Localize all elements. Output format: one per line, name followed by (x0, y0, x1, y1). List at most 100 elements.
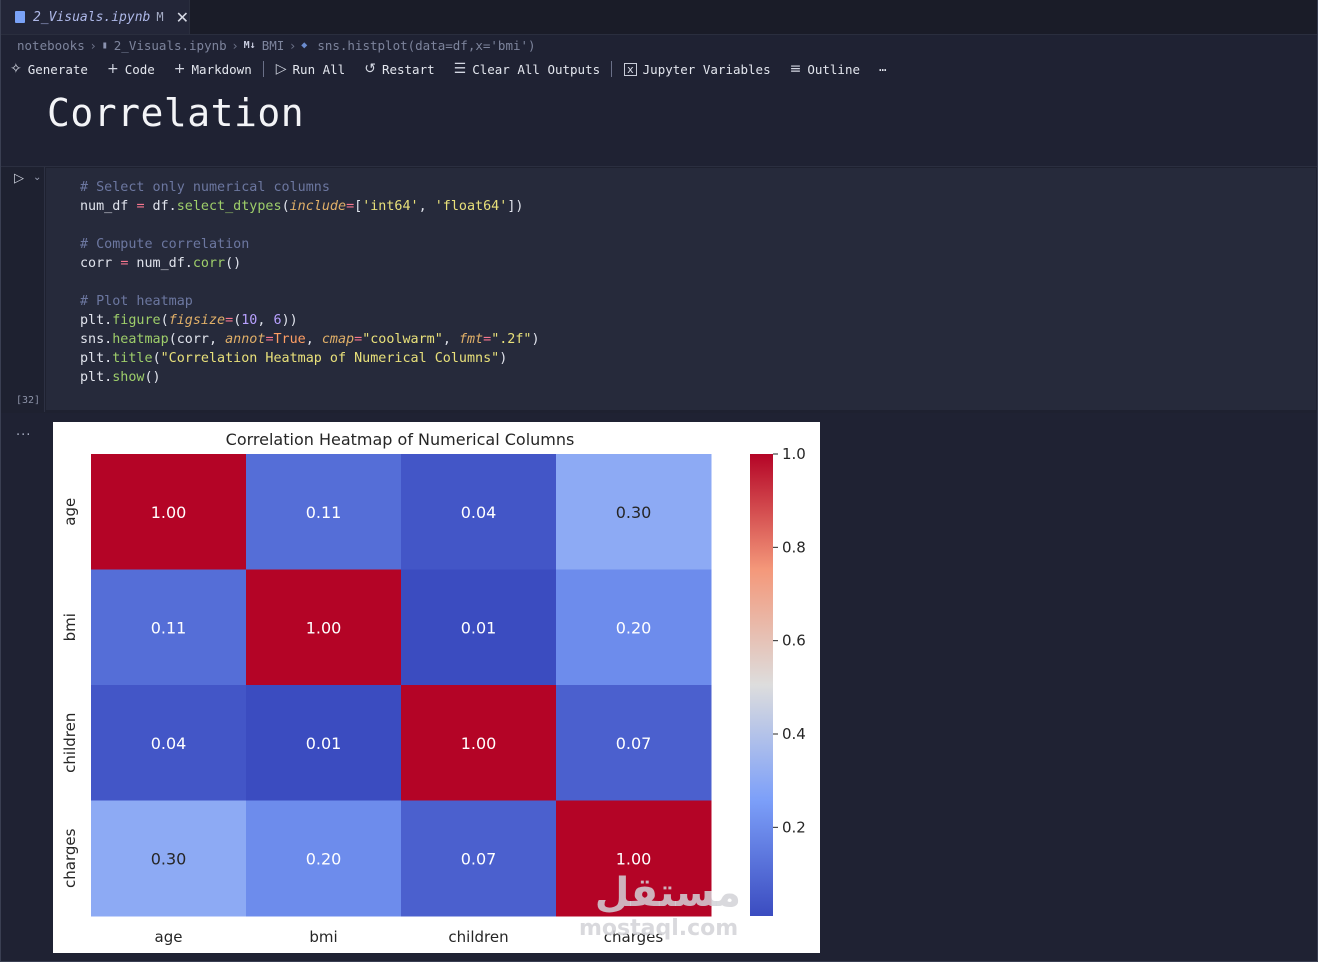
variables-label: Jupyter Variables (642, 61, 771, 77)
clear-outputs-label: Clear All Outputs (472, 61, 601, 77)
x-tick-label: bmi (309, 928, 337, 946)
list-icon: ≡ (789, 61, 802, 77)
heatmap-figure: Correlation Heatmap of Numerical Columns… (53, 422, 820, 953)
cell-value-label: 0.07 (616, 734, 652, 753)
breadcrumb-notebooks[interactable]: notebooks (17, 37, 85, 53)
heatmap-cell (91, 685, 247, 801)
breadcrumb-cell[interactable]: sns.histplot(data=df,x='bmi') (317, 37, 536, 53)
modified-indicator: M (156, 10, 164, 24)
more-actions-button[interactable]: ⋯ (869, 58, 896, 80)
markdown-label: Markdown (191, 61, 252, 77)
add-markdown-button[interactable]: + Markdown (164, 58, 261, 80)
tab-bar: 2_Visuals.ipynb M ✕ (1, 0, 1317, 35)
run-cell-icon[interactable]: ▷ (14, 171, 24, 186)
more-icon: ⋯ (879, 61, 887, 77)
heatmap-cell (246, 569, 402, 686)
tab-notebook[interactable]: 2_Visuals.ipynb M ✕ (1, 0, 190, 34)
code-editor[interactable] (46, 168, 1316, 410)
colorbar-tick-label: 1.0 (782, 445, 806, 463)
cell-gutter-divider (44, 167, 45, 412)
markdown-cell[interactable]: Correlation (1, 83, 1317, 163)
clear-outputs-button[interactable]: ☰ Clear All Outputs (444, 58, 610, 80)
execution-count: [32] (16, 395, 41, 406)
outline-label: Outline (807, 61, 861, 77)
cell-value-label: 1.00 (461, 734, 497, 753)
generate-button[interactable]: ✧ Generate (0, 58, 97, 80)
markdown-icon: M↓ (243, 39, 256, 51)
cell-value-label: 0.30 (151, 849, 187, 868)
code-content[interactable]: # Select only numerical columns num_df =… (80, 178, 540, 387)
code-line-8: plt.figure(figsize=(10, 6)) (80, 313, 298, 328)
heatmap-cell (401, 454, 557, 570)
code-line-11: plt.show() (80, 370, 161, 385)
cell-value-label: 0.20 (616, 618, 652, 637)
heatmap-cell (401, 800, 557, 917)
chevron-right-icon: › (232, 37, 238, 53)
colorbar-tick-label: 0.6 (782, 632, 806, 650)
run-all-button[interactable]: ▷ Run All (266, 58, 354, 80)
plus-icon: + (173, 61, 186, 77)
toolbar-divider (611, 61, 613, 77)
file-icon (15, 11, 25, 23)
colorbar-tick-label: 0.4 (782, 725, 806, 743)
heatmap-cell (556, 685, 712, 801)
markdown-heading: Correlation (47, 91, 305, 135)
output-actions-button[interactable]: ... (16, 424, 32, 439)
chevron-down-icon[interactable]: ⌄ (33, 172, 42, 183)
code-line-5: corr = num_df.corr() (80, 256, 242, 271)
y-tick-label: charges (61, 828, 79, 888)
breadcrumb: notebooks › ▮ 2_Visuals.ipynb › M↓ BMI ›… (17, 36, 536, 54)
heatmap-chart: Correlation Heatmap of Numerical Columns… (61, 430, 806, 946)
python-icon: ◆ (301, 39, 308, 51)
heatmap-cell (91, 569, 247, 686)
breadcrumb-section[interactable]: BMI (261, 37, 285, 53)
notebook-toolbar: ✧ Generate + Code + Markdown ▷ Run All ↺… (0, 57, 896, 81)
colorbar-tick-label: 0.2 (782, 818, 806, 836)
cell-value-label: 1.00 (151, 503, 187, 522)
plus-icon: + (106, 61, 119, 77)
y-tick-label: bmi (61, 613, 79, 641)
code-line-9: sns.heatmap(corr, annot=True, cmap="cool… (80, 332, 540, 347)
outline-button[interactable]: ≡ Outline (780, 58, 869, 80)
code-line-4: # Compute correlation (80, 237, 250, 252)
cell-value-label: 0.01 (306, 734, 342, 753)
add-code-button[interactable]: + Code (97, 58, 164, 80)
code-line-2: num_df = df.select_dtypes(include=['int6… (80, 199, 524, 214)
cell-value-label: 0.30 (616, 503, 652, 522)
run-all-label: Run All (292, 61, 346, 77)
restart-icon: ↺ (364, 61, 376, 77)
y-tick-label: children (61, 713, 79, 773)
cell-value-label: 0.04 (461, 503, 497, 522)
heatmap-cell (401, 685, 557, 801)
y-tick-label: age (61, 498, 79, 526)
variables-button[interactable]: x Jupyter Variables (614, 58, 779, 80)
colorbar-tick-label: 0.8 (782, 538, 806, 556)
heatmap-cell (91, 800, 247, 917)
notebook-file-icon: ▮ (101, 39, 108, 51)
x-tick-label: charges (604, 928, 664, 946)
restart-label: Restart (381, 61, 435, 77)
restart-button[interactable]: ↺ Restart (354, 58, 443, 80)
tab-label: 2_Visuals.ipynb (32, 9, 151, 25)
heatmap-cell (556, 800, 712, 917)
heatmap-cell (246, 800, 402, 917)
x-tick-label: age (155, 928, 183, 946)
code-line-10: plt.title("Correlation Heatmap of Numeri… (80, 351, 508, 366)
toolbar-divider (262, 61, 264, 77)
cell-value-label: 0.11 (151, 618, 187, 637)
chevron-right-icon: › (290, 37, 296, 53)
breadcrumb-file[interactable]: 2_Visuals.ipynb (113, 37, 227, 53)
cell-value-label: 0.01 (461, 618, 497, 637)
clear-all-icon: ☰ (453, 61, 467, 77)
cell-value-label: 1.00 (616, 849, 652, 868)
chevron-right-icon: › (90, 37, 96, 53)
heatmap-cell (556, 569, 712, 686)
run-all-icon: ▷ (275, 61, 287, 77)
code-line-1: # Select only numerical columns (80, 180, 330, 195)
heatmap-cell (91, 454, 247, 570)
chart-title: Correlation Heatmap of Numerical Columns (226, 430, 575, 449)
colorbar (750, 454, 773, 916)
cell-value-label: 1.00 (306, 618, 342, 637)
heatmap-cell (246, 685, 402, 801)
close-icon[interactable]: ✕ (175, 7, 189, 27)
